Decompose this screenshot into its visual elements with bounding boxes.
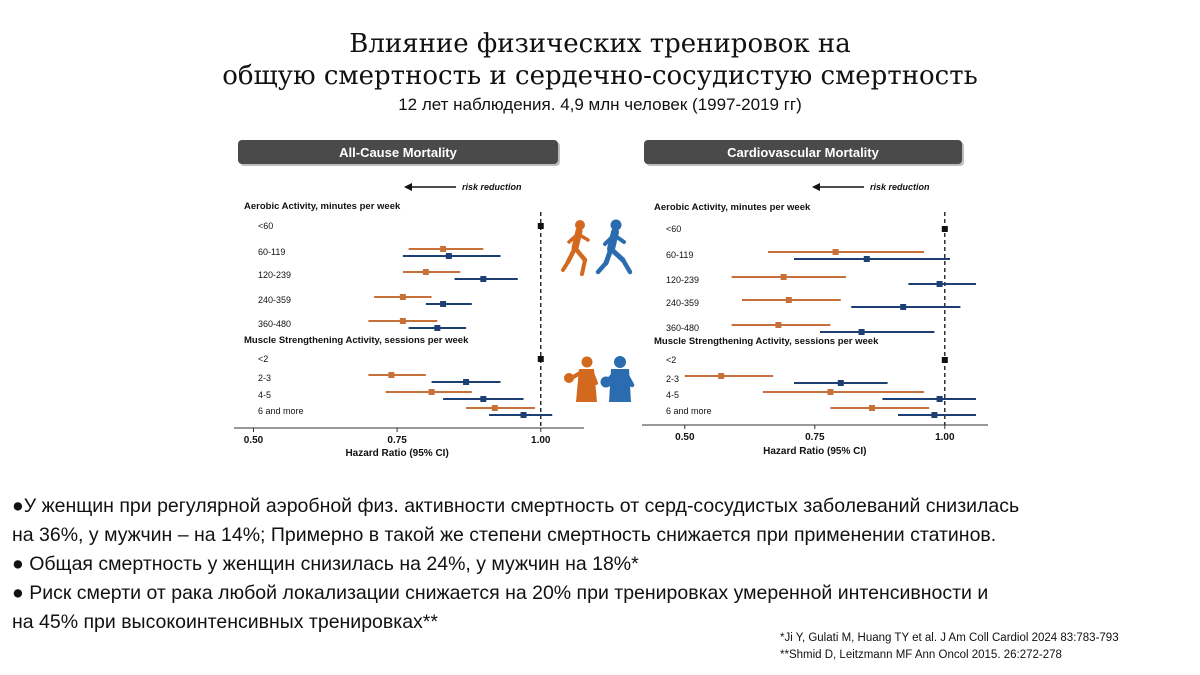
row-label: 240-359 — [258, 295, 291, 305]
forest-plot-cardiovascular: Cardiovascular Mortality risk reduction Ae… — [636, 132, 992, 464]
bullet-item: ● Риск смерти от рака любой локализации … — [12, 582, 989, 604]
point-male — [863, 256, 870, 262]
point-male — [931, 412, 938, 418]
point-female — [422, 269, 429, 275]
page-subtitle: 12 лет наблюдения. 4,9 млн человек (1997… — [398, 95, 802, 114]
section-heading: Muscle Strengthening Activity, sessions … — [244, 335, 469, 346]
point-female — [827, 389, 834, 395]
reference-item: **Shmid D, Leitzmann MF Ann Oncol 2015. … — [780, 649, 1062, 661]
row-label: 60-119 — [666, 250, 693, 260]
row-label: 4-5 — [258, 390, 271, 400]
point-female — [869, 405, 875, 411]
point-female — [399, 318, 406, 324]
forest-plot-all-cause: All-Cause Mortality risk reduction Aerobic… — [228, 132, 588, 464]
row-label: 60-119 — [258, 247, 285, 257]
bullet-item-continuation: на 45% при высокоинтенсивных тренировках… — [12, 611, 438, 633]
point-female — [832, 249, 839, 255]
row-label: 6 and more — [666, 406, 712, 416]
arrow-head-icon — [404, 183, 412, 191]
point-male — [900, 304, 907, 310]
point-female — [388, 372, 395, 378]
bullet-list: ●У женщин при регулярной аэробной физ. а… — [12, 492, 1192, 637]
section-heading: Aerobic Activity, minutes per week — [654, 202, 811, 213]
x-tick-label: 1.00 — [531, 435, 551, 446]
row-label: 120-239 — [666, 275, 699, 285]
reference-marker — [941, 357, 948, 363]
bullet-item: ●У женщин при регулярной аэробной физ. а… — [12, 495, 1020, 517]
references: *Ji Y, Gulati M, Huang TY et al. J Am Co… — [780, 630, 1119, 664]
point-male — [520, 412, 527, 418]
point-female — [780, 274, 787, 280]
arrow-head-icon — [812, 183, 820, 191]
reference-marker — [537, 223, 544, 229]
point-female — [718, 373, 725, 379]
panel-header — [644, 140, 962, 164]
x-tick-label: 0.75 — [387, 435, 407, 446]
bullet-item-continuation: на 36%, у мужчин – на 14%; Примерно в та… — [12, 524, 997, 546]
bullet-item: ● Общая смертность у женщин снизилась на… — [12, 553, 639, 575]
point-male — [445, 253, 452, 259]
reference-marker — [537, 356, 544, 362]
row-label: 360-480 — [258, 319, 291, 329]
point-male — [936, 281, 943, 287]
point-male — [837, 380, 844, 386]
row-label: <60 — [258, 221, 273, 231]
point-male — [440, 301, 447, 307]
x-axis-title: Hazard Ratio (95% CI) — [763, 446, 866, 457]
point-male — [463, 379, 470, 385]
reference-marker — [941, 226, 948, 232]
boxing-figures-icon — [564, 356, 635, 402]
running-man-icon — [595, 219, 633, 275]
panel-header — [238, 140, 558, 164]
row-label: 240-359 — [666, 298, 699, 308]
point-female — [428, 389, 435, 395]
boxing-woman-icon — [564, 356, 598, 402]
running-woman-icon — [561, 220, 590, 276]
row-label: 4-5 — [666, 390, 679, 400]
forest-plot-cardiovascular-svg: Cardiovascular Mortality risk reduction Ae… — [642, 140, 988, 457]
panel-title: Cardiovascular Mortality — [727, 145, 879, 160]
page-title: Влияние физических тренировок на — [349, 29, 851, 59]
forest-plot-all-cause-svg: All-Cause Mortality risk reduction Aerobic… — [234, 140, 584, 459]
row-label: 360-480 — [666, 323, 699, 333]
page-title-line2: общую смертность и сердечно-сосудистую с… — [222, 61, 978, 91]
x-tick-label: 0.75 — [805, 432, 825, 443]
point-male — [858, 329, 865, 335]
section-heading: Aerobic Activity, minutes per week — [244, 201, 401, 212]
boxing-man-icon — [600, 356, 635, 402]
x-tick-label: 0.50 — [244, 435, 264, 446]
point-female — [785, 297, 792, 303]
point-male — [434, 325, 441, 331]
x-axis-title: Hazard Ratio (95% CI) — [345, 448, 448, 459]
point-male — [480, 276, 487, 282]
panel-title: All-Cause Mortality — [339, 145, 458, 160]
section-heading: Muscle Strengthening Activity, sessions … — [654, 336, 879, 347]
risk-reduction-arrow — [812, 183, 864, 191]
row-label: 6 and more — [258, 406, 304, 416]
risk-reduction-arrow — [404, 183, 456, 191]
reference-item: *Ji Y, Gulati M, Huang TY et al. J Am Co… — [780, 632, 1119, 644]
running-figures-icon — [561, 219, 633, 276]
point-male — [480, 396, 487, 402]
point-male — [936, 396, 943, 402]
row-label: <60 — [666, 224, 681, 234]
row-label: 120-239 — [258, 270, 291, 280]
x-tick-label: 0.50 — [675, 432, 695, 443]
row-label: <2 — [666, 355, 676, 365]
risk-reduction-label: risk reduction — [462, 182, 522, 192]
point-female — [399, 294, 406, 300]
point-female — [491, 405, 498, 411]
point-female — [440, 246, 447, 252]
row-label: 2-3 — [258, 373, 271, 383]
x-tick-label: 1.00 — [935, 432, 955, 443]
risk-reduction-label: risk reduction — [870, 182, 930, 192]
point-female — [775, 322, 782, 328]
row-label: <2 — [258, 354, 268, 364]
row-label: 2-3 — [666, 374, 679, 384]
